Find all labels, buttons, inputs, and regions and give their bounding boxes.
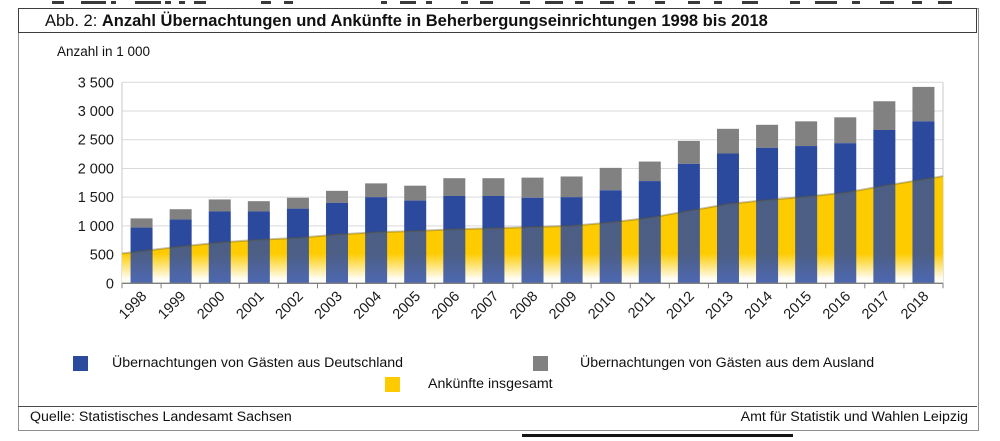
bar-ausland-2012 [677,140,700,164]
y-tick-label-0: 0 [106,276,114,292]
cropped-text-mark [284,1,293,4]
y-axis-unit-label: Anzahl in 1 000 [57,44,151,59]
y-tick-label-500: 500 [90,248,114,264]
bar-ausland-2003 [326,190,349,203]
bar-ausland-2015 [795,121,818,147]
cropped-text-mark [480,1,493,4]
legend-swatch-deutschland [73,356,88,371]
x-tick-label-1999: 1999 [155,289,189,323]
legend-swatch-ankuenfte [385,377,400,392]
x-tick-label-2014: 2014 [742,289,776,323]
cropped-text-mark [714,1,722,4]
bar-ausland-2005 [404,185,427,201]
cropped-text-mark [790,1,800,4]
x-tick-label-2003: 2003 [312,289,346,323]
cropped-text-mark [742,1,758,4]
y-tick-label-3 500: 3 500 [78,75,114,91]
y-tick-label-1 500: 1 500 [78,190,114,206]
cropped-text-mark [179,1,185,4]
y-tick-label-2 500: 2 500 [78,133,114,149]
cropped-text-mark [688,1,700,4]
x-tick-label-2012: 2012 [664,289,698,323]
bar-ausland-2001 [247,201,270,212]
bar-ausland-2010 [599,167,622,191]
cropped-text-mark [600,1,614,4]
cropped-text-mark [81,1,106,4]
cropped-text-mark [165,1,171,4]
cropped-text-mark [628,1,635,4]
cropped-text-mark [111,1,116,4]
publisher-text: Amt für Statistik und Wahlen Leipzig [740,409,968,425]
bar-ausland-2008 [521,177,544,198]
x-tick-label-2013: 2013 [703,289,737,323]
legend-label-deutschland: Übernachtungen von Gästen aus Deutschlan… [112,355,404,371]
figure-title-prefix: Abb. 2: [45,12,98,30]
x-tick-label-2017: 2017 [859,289,893,323]
bar-ausland-1998 [130,218,153,228]
ankuenfte-area-overlay [122,176,943,284]
cropped-text-mark [520,1,530,4]
page-bottom-rule [522,434,793,437]
cropped-text-mark [815,1,837,4]
y-tick-label-2 000: 2 000 [78,161,114,177]
x-tick-label-2011: 2011 [625,289,658,322]
cropped-text-mark [461,1,468,4]
y-tick-label-3 000: 3 000 [78,104,114,120]
cropped-text-mark [261,1,271,4]
bar-ausland-2018 [912,86,935,122]
bar-ausland-2009 [560,176,583,198]
legend-label-ausland: Übernachtungen von Gästen aus dem Auslan… [580,355,875,371]
x-tick-label-2001: 2001 [233,289,267,323]
bar-ausland-2013 [716,128,739,154]
cropped-text-mark [912,1,922,4]
cropped-text-mark [400,1,416,4]
source-text: Quelle: Statistisches Landesamt Sachsen [30,409,292,425]
x-tick-label-2018: 2018 [898,289,932,323]
footer-divider [18,406,977,407]
x-tick-label-2016: 2016 [820,289,854,323]
x-tick-label-2009: 2009 [546,289,580,323]
x-tick-label-2015: 2015 [781,289,815,323]
bar-ausland-1999 [169,209,192,220]
bar-ausland-2017 [873,101,896,130]
bar-ausland-2014 [756,124,779,148]
legend-swatch-ausland [533,356,548,371]
bar-ausland-2016 [834,117,857,144]
x-tick-label-2002: 2002 [273,289,307,323]
cropped-text-mark [545,1,563,4]
cropped-text-mark [52,1,64,4]
x-tick-label-2000: 2000 [194,289,228,323]
ankuenfte-area-edge [121,175,944,255]
bar-ausland-2007 [482,178,505,197]
bar-ausland-2002 [286,197,309,209]
bar-ausland-2011 [638,161,661,182]
cropped-text-mark [381,1,387,4]
x-tick-label-2008: 2008 [507,289,541,323]
x-tick-label-2007: 2007 [468,289,502,323]
x-tick-label-2004: 2004 [351,289,385,323]
legend-label-ankuenfte: Ankünfte insgesamt [428,376,553,392]
figure-title: Abb. 2: Anzahl Übernachtungen und Ankünf… [18,8,977,33]
cropped-text-mark [575,1,583,4]
y-tick-label-1 000: 1 000 [78,219,114,235]
bar-ausland-2006 [443,178,466,197]
bar-ausland-2000 [208,199,231,212]
cropped-text-mark [880,1,894,4]
cropped-text-mark [655,1,665,4]
cropped-text-mark [135,1,161,4]
cropped-text-mark [938,1,952,4]
cropped-text-mark [852,1,860,4]
x-tick-label-1998: 1998 [116,289,150,323]
x-tick-label-2006: 2006 [429,289,463,323]
x-tick-label-2005: 2005 [390,289,424,323]
cropped-text-mark [426,1,432,4]
x-tick-label-2010: 2010 [585,289,619,323]
bar-ausland-2004 [365,183,388,198]
cropped-text-mark [194,1,206,4]
figure-title-main: Anzahl Übernachtungen und Ankünfte in Be… [101,12,768,30]
